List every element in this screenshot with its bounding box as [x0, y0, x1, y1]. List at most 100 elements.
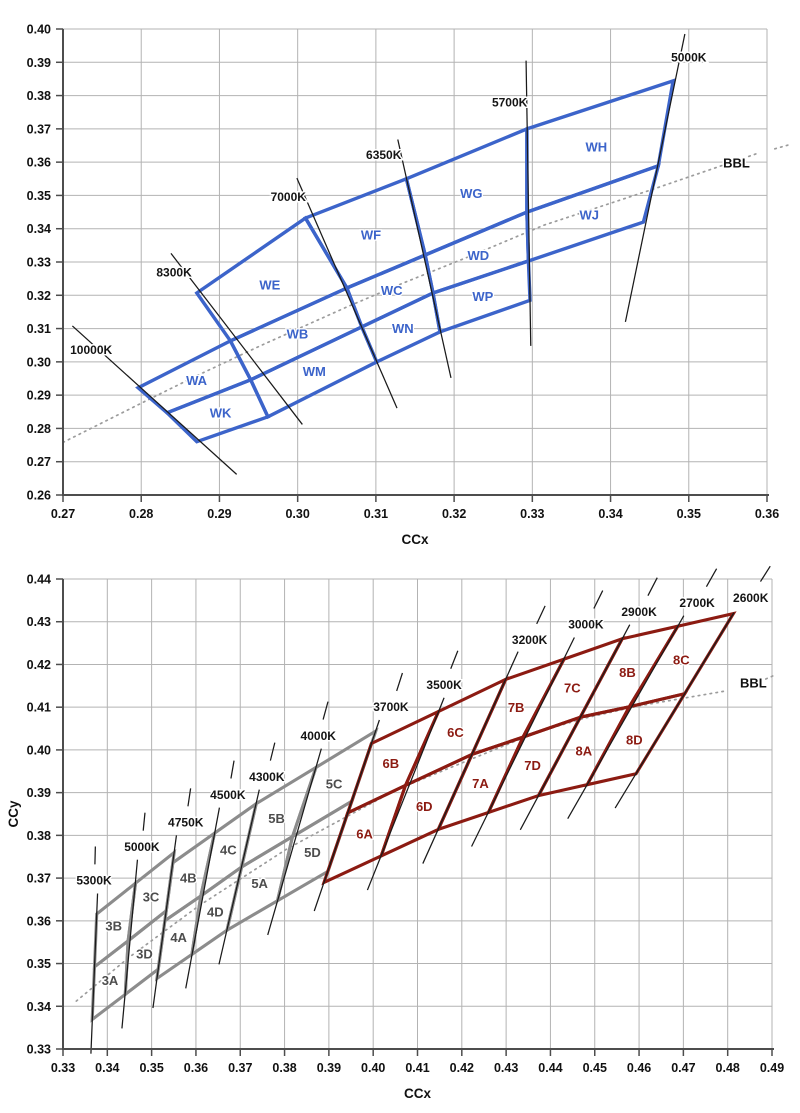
- y-tick-label: 0.38: [27, 829, 51, 843]
- cct-label-4500K: 4500K: [210, 788, 246, 802]
- x-tick-label: 0.46: [627, 1061, 651, 1075]
- cct-line-dash-2900K: [647, 577, 658, 596]
- cct-line-5000K: [624, 33, 686, 323]
- cct-line-10000K: [71, 325, 238, 475]
- bin-label-WN: WN: [392, 321, 414, 336]
- cct-label-5700K: 5700K: [492, 96, 528, 110]
- x-tick-label: 0.33: [51, 1061, 75, 1075]
- bin-label-8B: 8B: [619, 665, 636, 680]
- y-tick-label: 0.27: [27, 455, 51, 469]
- bin-label-6D: 6D: [416, 799, 433, 814]
- bin-label-6B: 6B: [382, 756, 399, 771]
- cct-line-4000K: [267, 748, 322, 936]
- bin-label-8D: 8D: [626, 732, 643, 747]
- bin-label-5D: 5D: [304, 845, 321, 860]
- bin-label-6C: 6C: [447, 725, 464, 740]
- cct-line-dash-3000K: [593, 590, 604, 609]
- bin-label-7D: 7D: [524, 758, 541, 773]
- cct-line-3200K: [422, 651, 519, 864]
- cct-line-3700K: [313, 719, 380, 912]
- bin-label-3D: 3D: [136, 946, 153, 961]
- bin-label-5B: 5B: [268, 811, 285, 826]
- y-tick-label: 0.37: [27, 872, 51, 886]
- x-tick-label: 0.35: [139, 1061, 163, 1075]
- cct-label-7000K: 7000K: [271, 190, 307, 204]
- cct-line-5700K: [525, 60, 532, 346]
- cct-label-4300K: 4300K: [249, 770, 285, 784]
- y-tick-label: 0.43: [27, 615, 51, 629]
- cct-line-dash-4300K: [269, 742, 276, 761]
- x-tick-label: 0.36: [184, 1061, 208, 1075]
- bin-label-WA: WA: [186, 373, 208, 388]
- y-tick-label: 0.39: [27, 56, 51, 70]
- cct-label-2600K: 2600K: [733, 591, 769, 605]
- y-tick-label: 0.44: [27, 573, 51, 587]
- cct-line-8300K: [170, 252, 303, 425]
- x-tick-label: 0.27: [51, 507, 75, 521]
- x-tick-label: 0.47: [671, 1061, 695, 1075]
- x-tick-label: 0.38: [272, 1061, 296, 1075]
- y-tick-label: 0.30: [27, 355, 51, 369]
- cct-line-7000K: [296, 177, 398, 409]
- y-tick-label: 0.40: [27, 743, 51, 757]
- cct-line-6350K: [397, 139, 452, 378]
- y-tick-label: 0.34: [27, 1000, 51, 1014]
- cct-label-2900K: 2900K: [621, 605, 657, 619]
- bin-label-WB: WB: [287, 326, 309, 341]
- bin-label-WJ: WJ: [579, 208, 599, 223]
- x-tick-label: 0.28: [129, 507, 153, 521]
- x-tick-label: 0.36: [755, 507, 779, 521]
- cct-label-5000K: 5000K: [671, 51, 707, 65]
- cct-line-4750K: [152, 835, 178, 1009]
- cct-line-dash-4000K: [322, 701, 329, 720]
- x-tick-label: 0.44: [538, 1061, 562, 1075]
- x-tick-label: 0.42: [450, 1061, 474, 1075]
- bin-label-4B: 4B: [180, 871, 197, 886]
- bin-label-WF: WF: [361, 227, 381, 242]
- cct-label-10000K: 10000K: [70, 343, 112, 357]
- cct-label-5300K: 5300K: [76, 874, 112, 888]
- cct-line-5300K: [90, 893, 99, 1054]
- y-tick-label: 0.34: [27, 222, 51, 236]
- y-tick-label: 0.38: [27, 89, 51, 103]
- x-tick-label: 0.43: [494, 1061, 518, 1075]
- bin-label-7A: 7A: [472, 776, 489, 791]
- bin-label-5C: 5C: [326, 777, 343, 792]
- y-tick-label: 0.29: [27, 389, 51, 403]
- cct-line-dash-5000K: [142, 812, 146, 831]
- y-tick-label: 0.35: [27, 957, 51, 971]
- bbl-label: BBL: [740, 675, 767, 690]
- cct-line-2600K: [614, 612, 735, 809]
- y-tick-label: 0.39: [27, 786, 51, 800]
- x-tick-label: 0.41: [405, 1061, 429, 1075]
- bbl-dotted-curve: [62, 151, 761, 444]
- cct-line-3000K: [471, 637, 575, 847]
- bin-label-WK: WK: [210, 405, 232, 420]
- cct-line-3500K: [366, 697, 445, 891]
- bin-label-WC: WC: [381, 283, 403, 298]
- bin-label-8A: 8A: [576, 744, 593, 759]
- bbl-dotted-tail: [764, 674, 775, 680]
- cct-label-3000K: 3000K: [568, 618, 604, 632]
- bbl-label: BBL: [723, 155, 750, 170]
- y-tick-label: 0.33: [27, 1043, 51, 1057]
- cct-line-dash-3700K: [396, 672, 404, 692]
- bin-label-WM: WM: [303, 364, 326, 379]
- bin-label-5A: 5A: [251, 876, 268, 891]
- cct-label-2700K: 2700K: [679, 596, 715, 610]
- cct-line-dash-4500K: [230, 760, 235, 779]
- x-tick-label: 0.45: [583, 1061, 607, 1075]
- x-tick-label: 0.32: [442, 507, 466, 521]
- bin-label-8C: 8C: [673, 653, 690, 668]
- bin-label-WH: WH: [585, 139, 607, 154]
- cct-label-4000K: 4000K: [301, 729, 337, 743]
- x-tick-label: 0.48: [716, 1061, 740, 1075]
- cct-line-2700K: [567, 615, 685, 820]
- y-tick-label: 0.37: [27, 122, 51, 136]
- y-tick-label: 0.31: [27, 322, 51, 336]
- bin-label-4A: 4A: [170, 930, 187, 945]
- cct-line-dash-3500K: [450, 650, 459, 669]
- x-tick-label: 0.34: [598, 507, 622, 521]
- x-tick-label: 0.33: [520, 507, 544, 521]
